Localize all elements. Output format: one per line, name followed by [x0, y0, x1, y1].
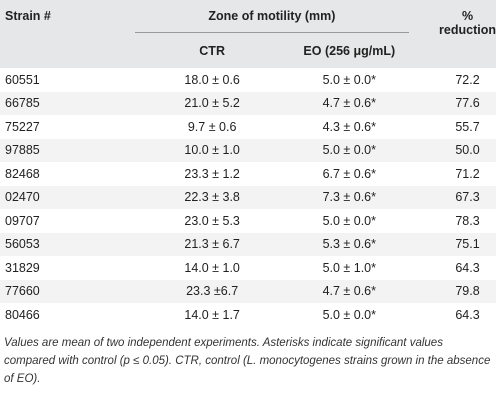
- table-cell: 23.3 ± 1.2: [184, 166, 240, 181]
- table-cell: 64.3: [455, 260, 480, 275]
- table-cell: 82468: [5, 166, 40, 181]
- table-cell: 7.3 ± 0.6*: [259, 185, 440, 209]
- table-row: 09707 23.0 ± 5.3 5.0 ± 0.0* 78.3: [0, 209, 496, 233]
- table-cell: 67.3: [439, 185, 496, 209]
- table-cell: 56053: [0, 232, 105, 256]
- table-cell: 66785: [0, 91, 105, 115]
- header-text: Zone of motility (mm): [134, 1, 410, 33]
- table-row: 77660 23.3 ±6.7 4.7 ± 0.6* 79.8: [0, 279, 496, 303]
- header-cell: EO (256 μg/mL): [259, 34, 440, 68]
- table-cell: 75.1: [439, 232, 496, 256]
- table-cell: 5.0 ± 0.0*: [322, 72, 376, 87]
- table-cell: 5.0 ± 0.0*: [322, 213, 376, 228]
- table-cell: 14.0 ± 1.0: [184, 260, 240, 275]
- table-cell: 5.0 ± 0.0*: [322, 307, 376, 322]
- table-cell: 6.7 ± 0.6*: [322, 166, 376, 181]
- table-cell: 02470: [0, 185, 105, 209]
- table-row: 60551 18.0 ± 0.6 5.0 ± 0.0* 72.2: [0, 68, 496, 92]
- table-cell: 21.0 ± 5.2: [104, 91, 260, 115]
- table-row: 80466 14.0 ± 1.7 5.0 ± 0.0* 64.3: [0, 303, 496, 327]
- table-cell: 5.0 ± 0.0*: [259, 138, 440, 162]
- table-cell: 97885: [0, 138, 105, 162]
- table-cell: 18.0 ± 0.6: [184, 72, 240, 87]
- table-row: 56053 21.3 ± 6.7 5.3 ± 0.6* 75.1: [0, 232, 496, 256]
- table-cell: 31829: [5, 260, 40, 275]
- table-cell: 55.7: [455, 119, 480, 134]
- data-table: Strain # Zone of motility (mm) % reducti…: [0, 0, 496, 327]
- table-cell: 23.0 ± 5.3: [184, 213, 240, 228]
- header-cell: % reduction: [439, 0, 496, 68]
- header-cell: CTR: [104, 34, 260, 68]
- table-note: Values are mean of two independent exper…: [4, 336, 491, 385]
- table-cell: 9.7 ± 0.6: [187, 119, 237, 134]
- header-row: Strain # Zone of motility (mm) % reducti…: [0, 0, 496, 68]
- table-cell: 79.8: [439, 279, 496, 303]
- header-row: CTR EO (256 μg/mL): [0, 34, 496, 68]
- header-cell: Strain #: [0, 0, 105, 68]
- table-cell: 22.3 ± 3.8: [104, 185, 260, 209]
- table-cell: 10.0 ± 1.0: [104, 138, 260, 162]
- table-cell: 77.6: [439, 91, 496, 115]
- table-body: 60551 18.0 ± 0.6 5.0 ± 0.0* 72.2 66785 21.0 ±…: [0, 68, 496, 327]
- table-row: 75227 9.7 ± 0.6 4.3 ± 0.6* 55.7: [0, 115, 496, 139]
- table-cell: 23.3 ±6.7: [104, 279, 260, 303]
- table-cell: 60551: [5, 72, 40, 87]
- table-cell: 14.0 ± 1.7: [184, 307, 240, 322]
- table-cell: 77660: [0, 279, 105, 303]
- header-cell: Zone of motility (mm): [104, 0, 440, 34]
- table-cell: 64.3: [455, 307, 480, 322]
- table-row: 02470 22.3 ± 3.8 7.3 ± 0.6* 67.3: [0, 185, 496, 209]
- table-cell: 09707: [5, 213, 40, 228]
- table-cell: 72.2: [455, 72, 480, 87]
- table-cell: 71.2: [455, 166, 480, 181]
- table-cell: 21.3 ± 6.7: [104, 232, 260, 256]
- table-row: 82468 23.3 ± 1.2 6.7 ± 0.6* 71.2: [0, 162, 496, 186]
- table-cell: 75227: [5, 119, 40, 134]
- table-cell: 80466: [5, 307, 40, 322]
- table-cell: 5.0 ± 1.0*: [322, 260, 376, 275]
- table-row: 31829 14.0 ± 1.0 5.0 ± 1.0* 64.3: [0, 256, 496, 280]
- table-cell: 78.3: [455, 213, 480, 228]
- table-row: 66785 21.0 ± 5.2 4.7 ± 0.6* 77.6: [0, 91, 496, 115]
- table-cell: 50.0: [439, 138, 496, 162]
- table-cell: 4.3 ± 0.6*: [322, 119, 376, 134]
- table-cell: 4.7 ± 0.6*: [259, 279, 440, 303]
- table-row: 97885 10.0 ± 1.0 5.0 ± 0.0* 50.0: [0, 138, 496, 162]
- table-cell: 5.3 ± 0.6*: [259, 232, 440, 256]
- table-cell: 4.7 ± 0.6*: [259, 91, 440, 115]
